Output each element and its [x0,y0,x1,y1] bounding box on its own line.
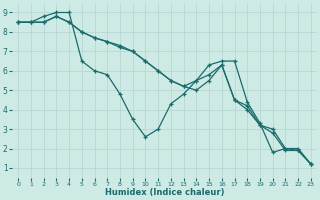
X-axis label: Humidex (Indice chaleur): Humidex (Indice chaleur) [105,188,224,197]
